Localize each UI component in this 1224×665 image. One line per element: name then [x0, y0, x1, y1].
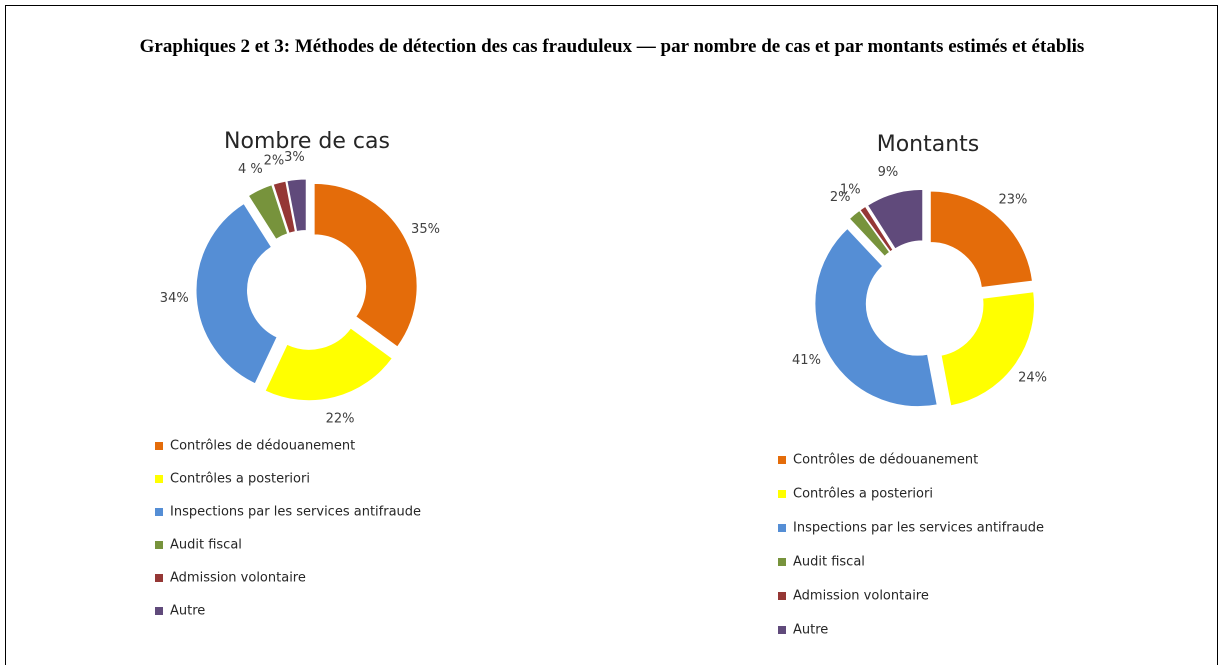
main-title: Graphiques 2 et 3: Méthodes de détection… — [139, 36, 1085, 57]
legend-label: Contrôles a posteriori — [793, 487, 933, 502]
chart-title: Nombre de cas — [224, 129, 390, 154]
slice — [866, 188, 924, 250]
legend-label: Audit fiscal — [793, 555, 865, 570]
legend-swatch — [155, 508, 163, 516]
slice — [929, 190, 1034, 289]
legend-swatch — [155, 574, 163, 582]
slice — [247, 184, 289, 240]
legend-swatch — [155, 475, 163, 483]
slice — [859, 205, 894, 253]
frame — [5, 5, 1218, 665]
legend-label: Contrôles de dédouanement — [170, 439, 355, 454]
slice — [272, 180, 296, 234]
legend-swatch — [778, 558, 786, 566]
legend-swatch — [155, 541, 163, 549]
legend-swatch — [778, 524, 786, 532]
legend-swatch — [778, 456, 786, 464]
value-label: 35% — [411, 222, 440, 237]
legend-swatch — [778, 592, 786, 600]
slice — [814, 227, 938, 408]
legend-label: Admission volontaire — [793, 589, 929, 604]
legend-label: Autre — [170, 604, 205, 619]
value-label: 3% — [284, 150, 305, 165]
slice — [264, 327, 394, 402]
legend-label: Admission volontaire — [170, 571, 306, 586]
legend-label: Audit fiscal — [170, 538, 242, 553]
value-label: 2% — [264, 154, 285, 169]
value-label: 34% — [160, 291, 189, 306]
legend-swatch — [778, 626, 786, 634]
slice — [848, 209, 891, 258]
legend-swatch — [778, 490, 786, 498]
value-label: 1% — [840, 182, 861, 197]
slice — [940, 291, 1035, 407]
legend-swatch — [155, 442, 163, 450]
legend-label: Autre — [793, 623, 828, 638]
slice — [286, 178, 307, 233]
legend-swatch — [155, 607, 163, 615]
value-label: 4 % — [238, 162, 263, 177]
value-label: 23% — [999, 193, 1028, 208]
legend-label: Contrôles de dédouanement — [793, 453, 978, 468]
value-label: 24% — [1018, 371, 1047, 386]
chart-title: Montants — [877, 132, 980, 157]
slice — [313, 182, 418, 348]
legend-label: Inspections par les services antifraude — [793, 521, 1044, 536]
slice — [195, 202, 278, 385]
value-label: 9% — [878, 165, 899, 180]
legend-label: Contrôles a posteriori — [170, 472, 310, 487]
value-label: 22% — [326, 411, 355, 426]
value-label: 2% — [830, 190, 851, 205]
legend-label: Inspections par les services antifraude — [170, 505, 421, 520]
value-label: 41% — [792, 353, 821, 368]
